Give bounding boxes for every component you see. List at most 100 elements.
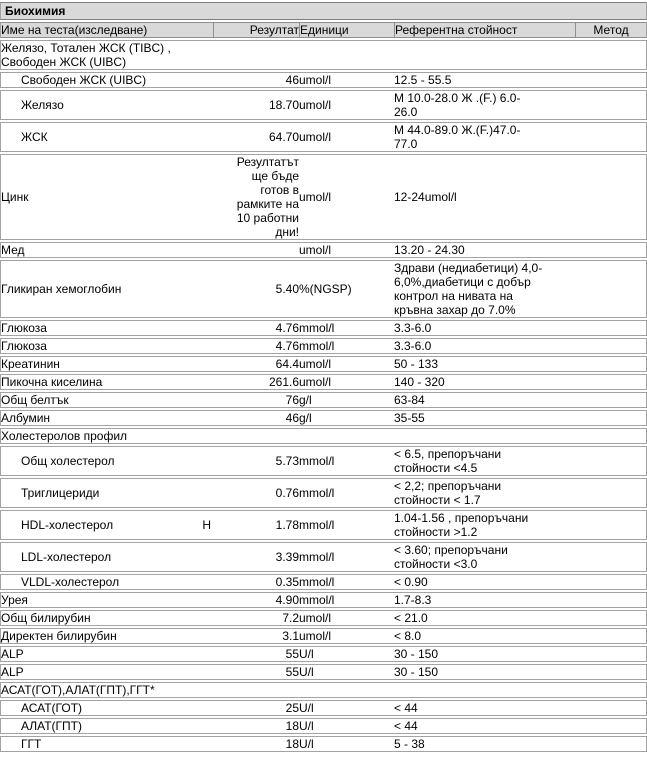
result-value: 5.73 (213, 446, 299, 476)
units-value: umol/l (299, 154, 394, 240)
method-value (575, 242, 647, 258)
units-value: g/l (299, 392, 394, 408)
table-row: Желязо 18.70 umol/l М 10.0-28.0 Ж .(F.) … (0, 90, 647, 120)
result-value: 1.78 (213, 510, 299, 540)
method-value (575, 40, 647, 70)
table-row: Гликиран хемоглобин 5.40 %(NGSP) Здрави … (0, 260, 647, 318)
test-name-cell: АЛАТ(ГПТ) (0, 718, 213, 734)
result-value: 46 (213, 410, 299, 426)
reference-value: 5 - 38 (394, 736, 575, 752)
reference-value: М 10.0-28.0 Ж .(F.) 6.0- 26.0 (394, 90, 575, 120)
test-name: Пикочна киселина (1, 375, 103, 389)
units-value: %(NGSP) (299, 260, 394, 318)
test-name: Албумин (1, 411, 51, 425)
method-value (575, 646, 647, 662)
reference-value: 63-84 (394, 392, 575, 408)
test-name: Желязо, Тотален ЖСК (TIBC) , Свободен ЖС… (1, 41, 171, 69)
reference-value: 30 - 150 (394, 646, 575, 662)
table-row: АЛАТ(ГПТ) 18 U/l < 44 (0, 718, 647, 734)
result-value (213, 242, 299, 258)
reference-value: М 44.0-89.0 Ж.(F.)47.0- 77.0 (394, 122, 575, 152)
method-value (575, 320, 647, 336)
reference-value: 12-24umol/l (394, 154, 575, 240)
method-value (575, 574, 647, 590)
units-value: mmol/l (299, 338, 394, 354)
column-header-reference: Референтна стойност (394, 22, 575, 38)
units-value: U/l (299, 664, 394, 680)
reference-value: 12.5 - 55.5 (394, 72, 575, 88)
test-name-cell: Креатинин (0, 356, 213, 372)
test-name: Цинк (1, 190, 29, 204)
table-row: АСАТ(ГОТ) 25 U/l < 44 (0, 700, 647, 716)
table-row: Холестеролов профил (0, 428, 647, 444)
test-name-cell: Пикочна киселина (0, 374, 213, 390)
reference-value (394, 682, 575, 698)
test-name: ALP (1, 647, 24, 661)
reference-value: < 0.90 (394, 574, 575, 590)
reference-value: 1.04-1.56 , препоръчани стойности >1.2 (394, 510, 575, 540)
test-name-cell: Глюкоза (0, 320, 213, 336)
units-value: mmol/l (299, 478, 394, 508)
column-header-test-name: Име на теста(изследване) (0, 22, 213, 38)
reference-value: < 2,2; препоръчани стойности < 1.7 (394, 478, 575, 508)
result-value: Резултатът ще бъде готов в рамките на 10… (213, 154, 299, 240)
table-row: Креатинин 64.4 umol/l 50 - 133 (0, 356, 647, 372)
reference-value: < 21.0 (394, 610, 575, 626)
test-name-cell: ALP (0, 664, 213, 680)
table-row: ГГТ 18 U/l 5 - 38 (0, 736, 647, 752)
result-value: 18 (213, 718, 299, 734)
method-value (575, 374, 647, 390)
test-name: Общ белтък (1, 393, 69, 407)
test-name: Триглицериди (21, 486, 100, 500)
test-name: Холестеролов профил (1, 429, 128, 443)
units-value: umol/l (299, 90, 394, 120)
result-value: 18 (213, 736, 299, 752)
test-name-cell: Холестеролов профил (0, 428, 213, 444)
test-name-cell: VLDL-холестерол (0, 574, 213, 590)
units-value: U/l (299, 718, 394, 734)
reference-value: 3.3-6.0 (394, 338, 575, 354)
test-name-cell: Желязо, Тотален ЖСК (TIBC) , Свободен ЖС… (0, 40, 213, 70)
table-row: Триглицериди 0.76 mmol/l < 2,2; препоръч… (0, 478, 647, 508)
method-value (575, 478, 647, 508)
test-name-cell: Директен билирубин (0, 628, 213, 644)
method-value (575, 338, 647, 354)
test-name-cell: Свободен ЖСК (UIBC) (0, 72, 213, 88)
reference-value: < 44 (394, 718, 575, 734)
test-name: LDL-холестерол (21, 550, 112, 564)
reference-value: < 3.60; препоръчани стойности <3.0 (394, 542, 575, 572)
units-value: umol/l (299, 356, 394, 372)
method-value (575, 428, 647, 444)
test-name-cell: Триглицериди (0, 478, 213, 508)
units-value (299, 428, 394, 444)
reference-value: 3.3-6.0 (394, 320, 575, 336)
units-value (299, 682, 394, 698)
reference-value: < 44 (394, 700, 575, 716)
result-value (213, 40, 299, 70)
result-value: 46 (213, 72, 299, 88)
table-row: Свободен ЖСК (UIBC) 46 umol/l 12.5 - 55.… (0, 72, 647, 88)
test-name-cell: АСАТ(ГОТ) (0, 700, 213, 716)
test-name: Урея (1, 593, 28, 607)
reference-value: 30 - 150 (394, 664, 575, 680)
units-value: mmol/l (299, 510, 394, 540)
reference-value: 50 - 133 (394, 356, 575, 372)
result-value (213, 428, 299, 444)
result-value (213, 682, 299, 698)
method-value (575, 122, 647, 152)
units-value: U/l (299, 646, 394, 662)
test-name: АСАТ(ГОТ) (21, 701, 83, 715)
test-name-cell: Албумин (0, 410, 213, 426)
test-name: Глюкоза (1, 339, 47, 353)
reference-value (394, 428, 575, 444)
result-value: 4.76 (213, 338, 299, 354)
reference-value: Здрави (недиабетици) 4,0- 6,0%,диабетици… (394, 260, 575, 318)
units-value: U/l (299, 700, 394, 716)
table-row: LDL-холестерол 3.39 mmol/l < 3.60; препо… (0, 542, 647, 572)
reference-value: < 8.0 (394, 628, 575, 644)
method-value (575, 628, 647, 644)
method-value (575, 610, 647, 626)
table-row: АСАТ(ГОТ),АЛАТ(ГПТ),ГГТ* (0, 682, 647, 698)
table-row: ALP 55 U/l 30 - 150 (0, 664, 647, 680)
